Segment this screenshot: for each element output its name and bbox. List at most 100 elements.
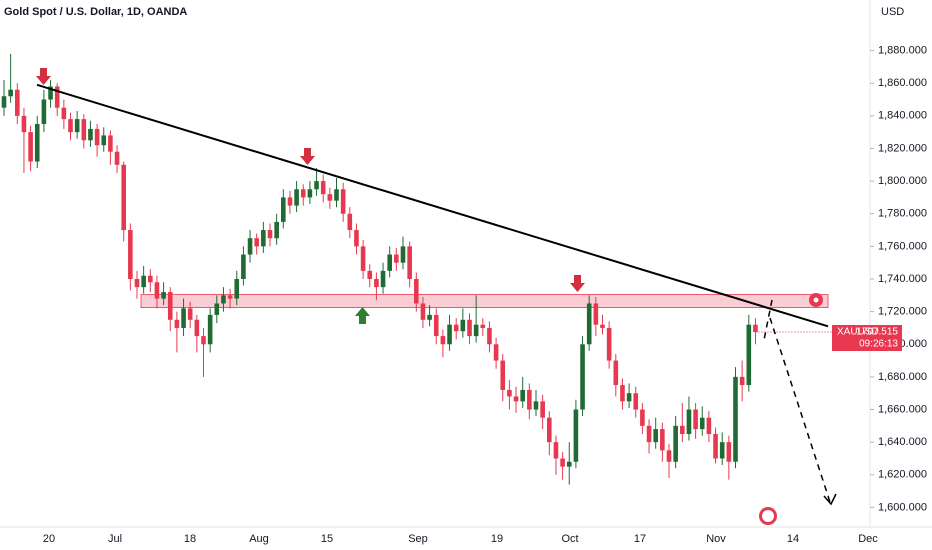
candle-body <box>340 189 346 214</box>
candle-body <box>666 450 672 462</box>
candle-body <box>739 376 745 386</box>
x-tick-label: 18 <box>184 533 196 545</box>
candle-body <box>453 324 459 332</box>
projection-head <box>823 493 837 506</box>
candle-body <box>34 124 40 162</box>
candle-body <box>274 221 279 239</box>
candle-body <box>633 393 639 410</box>
candle-body <box>460 319 466 332</box>
event-icon-inner <box>762 510 774 522</box>
candle-body <box>726 442 732 462</box>
y-tick-label: 1,760.000 <box>878 240 927 252</box>
candle-body <box>194 319 200 337</box>
candle-body <box>281 197 286 222</box>
candle-body <box>686 409 692 434</box>
candle-body <box>247 238 253 255</box>
candle-body <box>680 425 685 434</box>
candle-body <box>719 442 725 459</box>
candle-body <box>433 314 439 337</box>
candle-body <box>327 194 333 201</box>
candle-body <box>54 86 60 108</box>
candle-body <box>753 324 758 333</box>
candle-body <box>620 385 625 402</box>
candle-body <box>527 389 532 410</box>
countdown: 09:26:13 <box>859 339 898 350</box>
y-tick-label: 1,720.000 <box>878 306 927 318</box>
y-tick-label: 1,860.000 <box>878 77 927 89</box>
candle-body <box>540 401 545 418</box>
candle-body <box>380 270 386 288</box>
candle-body <box>287 197 293 206</box>
candle-body <box>221 295 226 304</box>
candle-body <box>320 181 326 195</box>
y-tick-label: 1,620.000 <box>878 469 927 481</box>
y-tick-label: 1,800.000 <box>878 175 927 187</box>
candle-body <box>174 319 180 328</box>
x-tick-label: Sep <box>408 533 428 545</box>
candle-body <box>101 135 107 146</box>
x-tick-label: 17 <box>634 533 646 545</box>
candle-body <box>653 429 658 443</box>
candle-body <box>533 401 539 410</box>
candle-body <box>261 230 266 247</box>
candle-body <box>314 181 319 190</box>
candle-body <box>487 327 492 345</box>
chart-title: Gold Spot / U.S. Dollar, 1D, OANDA <box>4 6 187 18</box>
price-tag <box>832 325 902 352</box>
candle-body <box>48 86 53 100</box>
x-tick-label: 14 <box>787 533 799 545</box>
candle-body <box>367 270 373 279</box>
x-tick-label: Jul <box>108 533 122 545</box>
alert-icon-eye <box>813 297 819 303</box>
candle-body <box>693 409 698 430</box>
candle-body <box>547 417 552 443</box>
candle-body <box>187 308 193 320</box>
y-tick-label: 1,740.000 <box>878 273 927 285</box>
candle-body <box>61 107 67 120</box>
candle-body <box>560 458 565 467</box>
candle-body <box>387 254 392 271</box>
candle-body <box>134 279 140 288</box>
candle-body <box>68 119 73 133</box>
candle-body <box>167 292 173 320</box>
y-tick-label: 1,600.000 <box>878 501 927 513</box>
down-arrow <box>300 148 315 165</box>
candle-body <box>400 246 406 263</box>
candle-body <box>241 254 246 279</box>
resistance-zone <box>140 294 829 308</box>
y-tick-label: 1,660.000 <box>878 403 927 415</box>
candle-body <box>480 324 486 328</box>
y-tick-label: 1,640.000 <box>878 436 927 448</box>
x-tick-label: Dec <box>858 533 878 545</box>
candle-body <box>207 314 213 345</box>
down-arrow <box>570 275 585 292</box>
candle-body <box>41 99 47 124</box>
candle-body <box>28 132 33 162</box>
candle-body <box>427 314 432 320</box>
candle-body <box>300 189 306 198</box>
candle-body <box>334 189 339 201</box>
candle-body <box>606 327 612 361</box>
candle-body <box>673 425 678 462</box>
candle-body <box>746 324 752 386</box>
candle-body <box>294 189 299 206</box>
candle-body <box>593 303 599 325</box>
candle-body <box>81 119 87 141</box>
price-label: 1707.515 <box>856 327 898 338</box>
candle-body <box>267 230 273 239</box>
candle-body <box>586 303 592 345</box>
y-tick-label: 1,880.000 <box>878 44 927 56</box>
candle-body <box>440 336 446 345</box>
x-tick-label: 15 <box>321 533 333 545</box>
candle-body <box>234 279 240 299</box>
y-tick-label: 1,840.000 <box>878 110 927 122</box>
candle-body <box>414 279 419 304</box>
candle-body <box>214 303 220 315</box>
y-tick-label: 1,680.000 <box>878 371 927 383</box>
candle-body <box>733 376 738 462</box>
candle-body <box>374 279 379 288</box>
candle-body <box>447 324 452 345</box>
candle-body <box>354 230 359 247</box>
candle-body <box>201 336 206 345</box>
